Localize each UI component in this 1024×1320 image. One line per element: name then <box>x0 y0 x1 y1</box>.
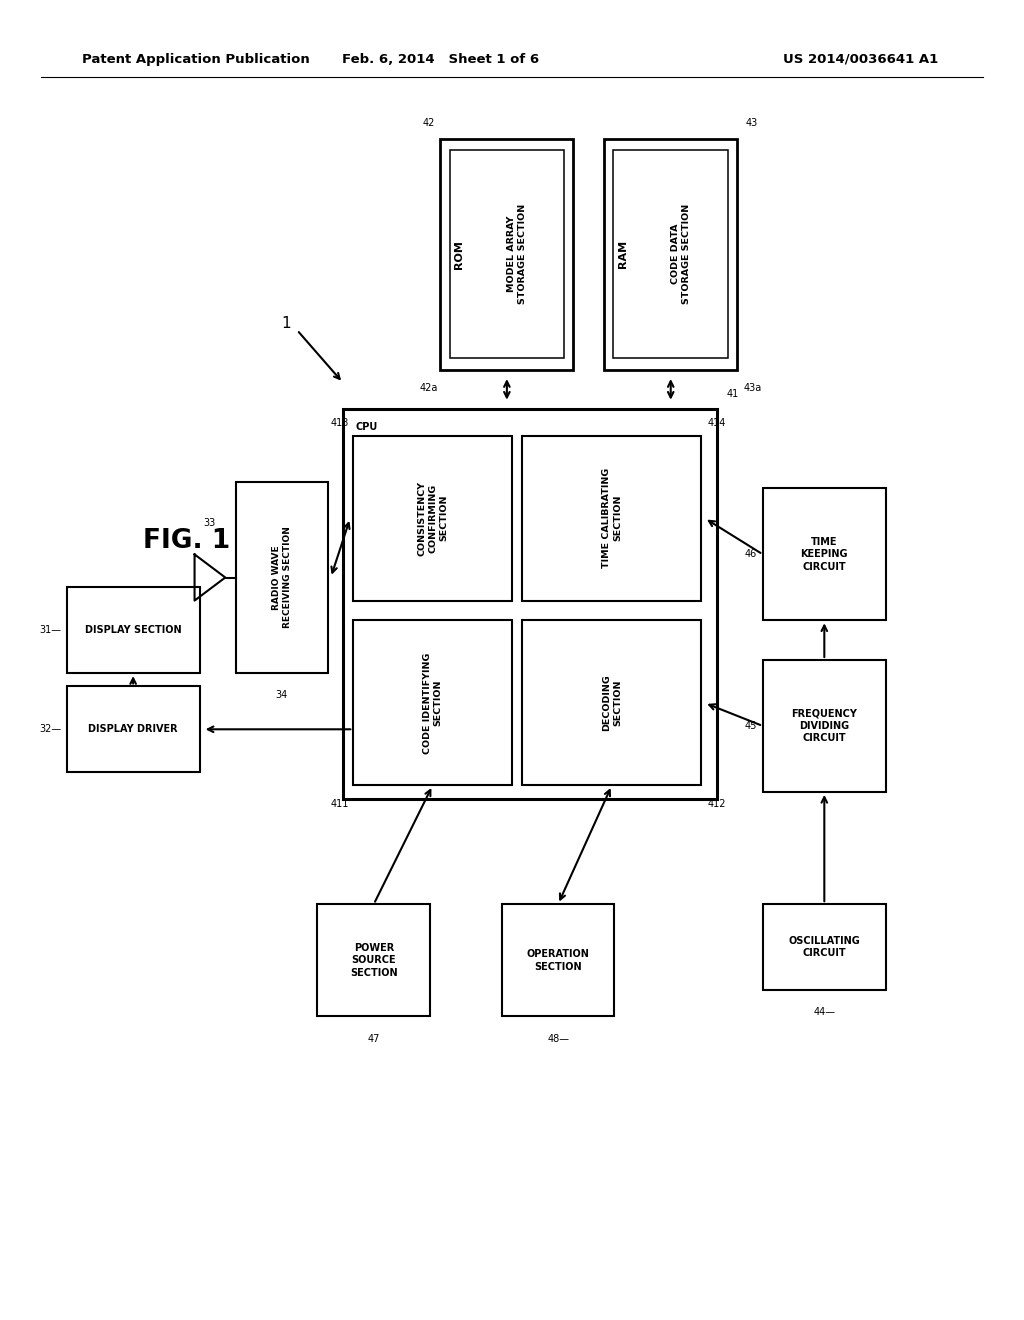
Text: FIG. 1: FIG. 1 <box>143 528 230 554</box>
Bar <box>763 660 886 792</box>
Text: 1: 1 <box>282 315 291 331</box>
Text: Feb. 6, 2014   Sheet 1 of 6: Feb. 6, 2014 Sheet 1 of 6 <box>342 53 539 66</box>
Text: 42: 42 <box>423 117 435 128</box>
Bar <box>604 139 737 370</box>
Text: CPU: CPU <box>355 422 378 433</box>
Bar <box>502 904 614 1016</box>
Text: 46: 46 <box>744 549 757 560</box>
Bar <box>440 139 573 370</box>
Text: Patent Application Publication: Patent Application Publication <box>82 53 309 66</box>
Text: 47: 47 <box>368 1034 380 1044</box>
Text: 413: 413 <box>331 417 349 428</box>
Text: TIME CALIBRATING
SECTION: TIME CALIBRATING SECTION <box>602 469 622 568</box>
Text: 43: 43 <box>745 117 758 128</box>
Bar <box>613 150 728 358</box>
Text: MODEL ARRAY
STORAGE SECTION: MODEL ARRAY STORAGE SECTION <box>507 205 527 304</box>
Text: DISPLAY DRIVER: DISPLAY DRIVER <box>88 725 178 734</box>
Bar <box>343 409 717 799</box>
Bar <box>763 904 886 990</box>
Text: 45: 45 <box>744 721 757 731</box>
Bar <box>522 436 701 601</box>
Text: 414: 414 <box>708 417 726 428</box>
Text: 41: 41 <box>727 388 739 399</box>
Text: FREQUENCY
DIVIDING
CIRCUIT: FREQUENCY DIVIDING CIRCUIT <box>792 709 857 743</box>
Text: POWER
SOURCE
SECTION: POWER SOURCE SECTION <box>350 942 397 978</box>
Text: RADIO WAVE
RECEIVING SECTION: RADIO WAVE RECEIVING SECTION <box>271 527 292 628</box>
Text: OSCILLATING
CIRCUIT: OSCILLATING CIRCUIT <box>788 936 860 958</box>
Text: 42a: 42a <box>420 383 438 393</box>
Text: DISPLAY SECTION: DISPLAY SECTION <box>85 626 181 635</box>
Text: 31—: 31— <box>40 626 61 635</box>
Text: 44—: 44— <box>813 1007 836 1018</box>
Bar <box>353 620 512 785</box>
Text: RAM: RAM <box>617 240 628 268</box>
Text: US 2014/0036641 A1: US 2014/0036641 A1 <box>782 53 938 66</box>
Text: 33: 33 <box>204 517 216 528</box>
Bar <box>450 150 564 358</box>
Text: CODE DATA
STORAGE SECTION: CODE DATA STORAGE SECTION <box>671 205 691 304</box>
Text: 411: 411 <box>331 799 349 809</box>
Text: DECODING
SECTION: DECODING SECTION <box>602 675 622 731</box>
Text: 34: 34 <box>275 690 288 701</box>
Bar <box>763 488 886 620</box>
Text: TIME
KEEPING
CIRCUIT: TIME KEEPING CIRCUIT <box>801 537 848 572</box>
Text: CODE IDENTIFYING
SECTION: CODE IDENTIFYING SECTION <box>423 652 442 754</box>
Bar <box>522 620 701 785</box>
Text: 48—: 48— <box>547 1034 569 1044</box>
Text: CONSISTENCY
CONFIRMING
SECTION: CONSISTENCY CONFIRMING SECTION <box>417 480 449 556</box>
Bar <box>317 904 430 1016</box>
Text: OPERATION
SECTION: OPERATION SECTION <box>526 949 590 972</box>
Bar <box>353 436 512 601</box>
Bar <box>67 686 200 772</box>
Text: ROM: ROM <box>454 240 464 268</box>
Text: 43a: 43a <box>743 383 762 393</box>
Bar <box>236 482 328 673</box>
Text: 412: 412 <box>708 799 726 809</box>
Text: 32—: 32— <box>39 725 61 734</box>
Bar <box>67 587 200 673</box>
